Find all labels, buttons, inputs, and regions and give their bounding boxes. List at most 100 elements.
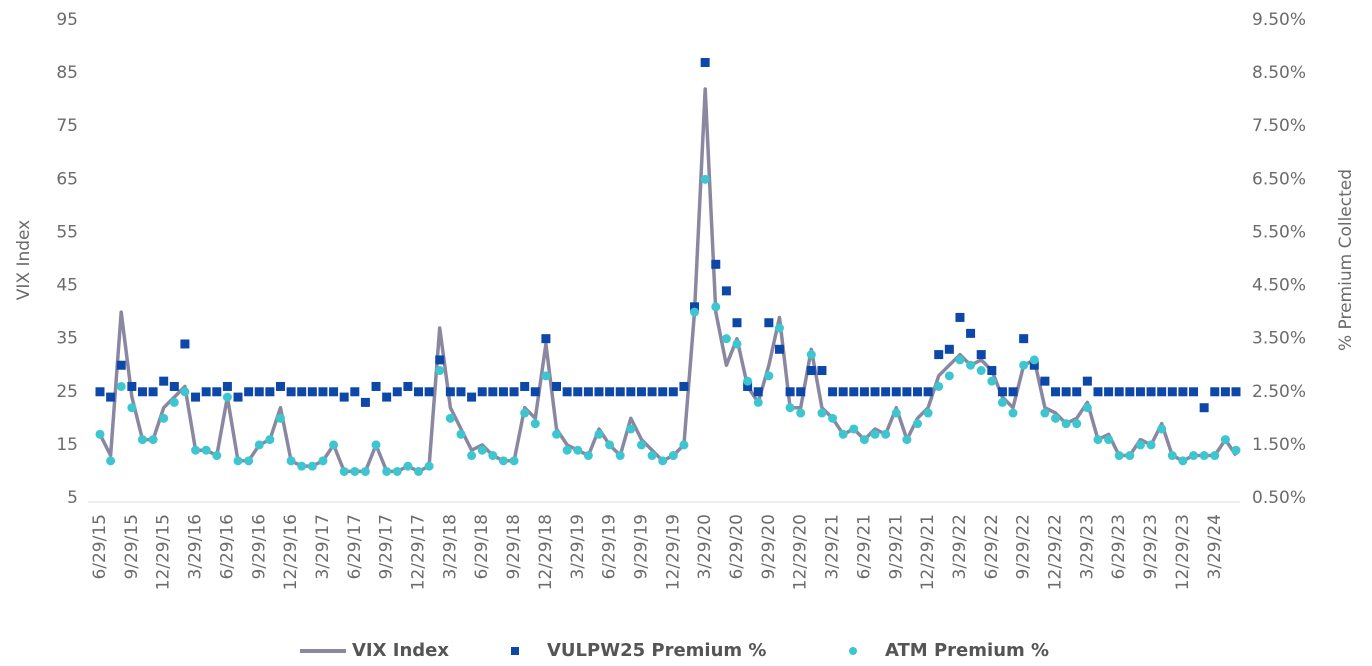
dot-marker [244,456,254,466]
square-marker [530,387,540,397]
dot-marker [1093,435,1103,445]
square-marker [116,360,126,370]
x-tick-label: 12/29/20 [791,514,811,590]
square-marker [360,397,370,407]
dot-marker [583,451,593,461]
dot-marker [148,435,158,445]
dot-marker [520,408,530,418]
square-marker [286,387,296,397]
square-marker [1125,387,1135,397]
dot-marker [467,451,477,461]
square-marker [212,387,222,397]
square-marker [753,387,763,397]
dot-marker [881,429,891,439]
dot-marker [1199,451,1209,461]
square-marker [881,387,891,397]
square-marker [191,392,201,402]
dot-marker [180,387,190,397]
dot-marker [966,360,976,370]
square-marker [912,387,922,397]
square-marker [1146,387,1156,397]
square-marker [297,387,307,397]
dot-marker [1157,424,1167,434]
dot-marker [233,456,243,466]
dot-marker [626,424,636,434]
dot-marker [1104,435,1114,445]
square-marker [806,366,816,376]
x-tick-label: 3/29/24 [1205,514,1225,580]
square-marker [934,350,944,360]
square-marker [318,387,328,397]
y2-tick-label: 5.50% [1252,222,1306,242]
square-marker [987,366,997,376]
square-marker [1135,387,1145,397]
x-tick-label: 3/29/19 [568,514,588,580]
square-marker [647,387,657,397]
square-marker [265,387,275,397]
dot-marker [371,440,381,450]
dot-marker [488,451,498,461]
square-marker [488,387,498,397]
square-marker [573,387,583,397]
x-tick-label: 6/29/19 [600,514,620,580]
dot-marker [1008,408,1018,418]
dot-marker [1167,451,1177,461]
dot-marker [392,466,402,476]
x-tick-label: 6/29/16 [217,514,237,580]
x-tick-label: 3/29/23 [1077,514,1097,580]
y2-tick-label: 6.50% [1252,169,1306,189]
square-marker [424,387,434,397]
y2-tick-label: 8.50% [1252,63,1306,83]
dot-marker [414,466,424,476]
x-tick-label: 12/29/22 [1046,514,1066,590]
square-marker [329,387,339,397]
square-marker [456,387,466,397]
square-marker [859,387,869,397]
dot-marker [1125,451,1135,461]
dot-marker [774,323,784,333]
square-marker [594,387,604,397]
x-tick-label: 6/29/15 [90,514,110,580]
dot-marker [605,440,615,450]
x-tick-label: 3/29/18 [440,514,460,580]
dot-marker [764,371,774,381]
dot-marker [552,429,562,439]
dot-marker [1040,408,1050,418]
square-marker [414,387,424,397]
square-marker [467,392,477,402]
legend-swatch [849,647,857,655]
square-marker [1189,387,1199,397]
square-marker [1040,376,1050,386]
dot-marker [944,371,954,381]
square-marker [838,387,848,397]
dot-marker [318,456,328,466]
dot-marker [902,435,912,445]
square-marker [636,387,646,397]
y-tick-label: 25 [56,382,78,402]
dot-marker [1135,440,1145,450]
square-marker [445,387,455,397]
dot-marker [806,350,816,360]
x-tick-label: 9/29/20 [759,514,779,580]
y2-tick-label: 1.50% [1252,435,1306,455]
y2-tick-label: 9.50% [1252,10,1306,30]
dot-marker [1220,435,1230,445]
square-marker [902,387,912,397]
square-marker [732,318,742,328]
square-marker [520,381,530,391]
dot-marker [275,413,285,423]
dot-marker [1061,419,1071,429]
square-marker [254,387,264,397]
x-tick-label: 3/29/16 [186,514,206,580]
y-tick-label: 65 [56,169,78,189]
square-marker [764,318,774,328]
square-marker [1093,387,1103,397]
x-tick-label: 3/29/17 [313,514,333,580]
square-marker [169,381,179,391]
square-marker [711,259,721,269]
square-marker [233,392,243,402]
dot-marker [1029,355,1039,365]
dot-marker [1146,440,1156,450]
dot-marker [1114,451,1124,461]
x-tick-label: 12/29/17 [409,514,429,590]
